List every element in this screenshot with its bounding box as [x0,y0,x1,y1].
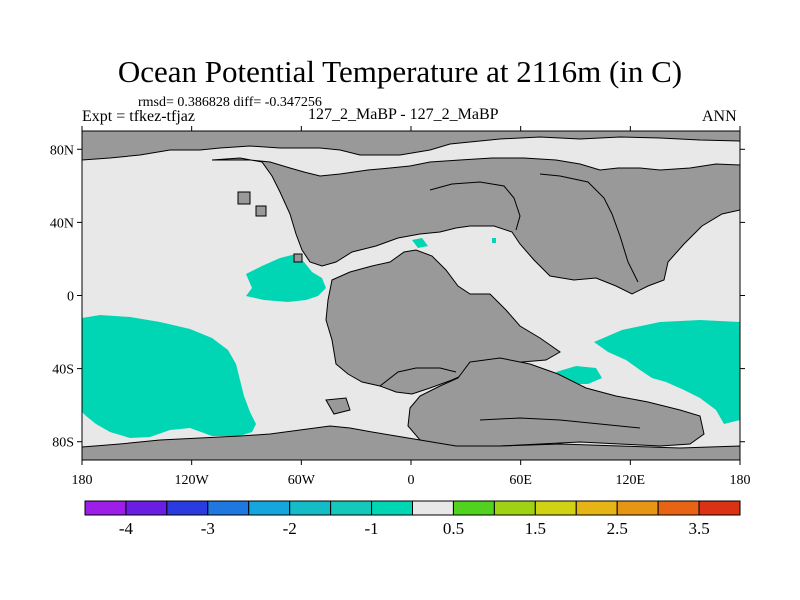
land-south-polar [82,425,740,460]
coastline-contour [429,181,521,231]
colorbar: -4 -3 -2 -1 0.5 1.5 2.5 3.5 [84,500,741,538]
small-patch-1 [412,238,428,248]
subtitle: 127_2_MaBP - 127_2_MaBP [308,106,499,123]
land-southern-continent [407,357,705,449]
colorbar-swatch [698,500,741,516]
x-tick-label: 180 [72,473,93,488]
colorbar-label: 1.5 [525,519,546,538]
y-tick-label: 40N [50,216,74,231]
colorbar-swatch [166,500,209,516]
colorbar-swatch [125,500,168,516]
small-patch-4 [736,402,740,416]
colorbar-swatch [330,500,373,516]
colorbar-swatch [575,500,618,516]
experiment-label: Expt = tfkez-tfjaz [82,108,195,125]
colorbar-label: 0.5 [443,519,464,538]
land-north-continents [211,157,740,295]
colorbar-label: -4 [119,519,134,538]
colorbar-swatch [289,500,332,516]
coastline-contour [539,173,639,283]
colorbar-swatch [371,500,413,516]
y-tick-label: 0 [67,290,74,305]
colorbar-label: -3 [201,519,215,538]
small-patch-3 [492,238,496,243]
x-tick-label: 180 [730,473,751,488]
coastline-contour [379,367,457,387]
land-masses [82,131,740,460]
north-atlantic-anomaly [246,254,326,302]
colorbar-swatch [452,500,495,516]
colorbar-swatch [412,500,454,516]
stats-line: rmsd= 0.386828 diff= -0.347256 [138,95,322,110]
plot-title: Ocean Potential Temperature at 2116m (in… [117,54,683,89]
colorbar-swatch [657,500,700,516]
y-axis-ticks: 80N 40N 0 40S 80S [50,143,745,451]
y-tick-label: 40S [52,363,74,378]
land-islands-west [237,191,303,263]
colorbar-label: 3.5 [688,519,709,538]
land-island-south-atlantic [325,397,351,415]
x-tick-label: 120W [175,473,210,488]
colorbar-swatch [84,500,127,516]
colorbar-label: -1 [364,519,378,538]
x-tick-label: 0 [408,473,415,488]
x-tick-label: 60E [509,473,532,488]
colorbar-swatch [207,500,250,516]
map-area [82,131,740,460]
x-tick-label: 120E [616,473,646,488]
colorbar-swatch [248,500,291,516]
coastline-contours [379,173,641,429]
y-tick-label: 80N [50,143,74,158]
indian-pacific-anomaly [594,320,740,424]
x-axis-ticks: 180 120W 60W 0 60E 120E 180 [72,126,751,488]
south-pacific-anomaly [82,315,256,438]
land-north-polar [82,131,740,161]
season-label: ANN [702,108,737,125]
colorbar-label: 2.5 [607,519,628,538]
colorbar-swatch [493,500,536,516]
cool-anomaly-regions [82,228,740,438]
colorbar-swatch [616,500,659,516]
colorbar-swatch [534,500,577,516]
y-tick-label: 80S [52,436,74,451]
colorbar-label: -2 [283,519,297,538]
x-tick-label: 60W [288,473,316,488]
coastline-contour [479,417,641,429]
